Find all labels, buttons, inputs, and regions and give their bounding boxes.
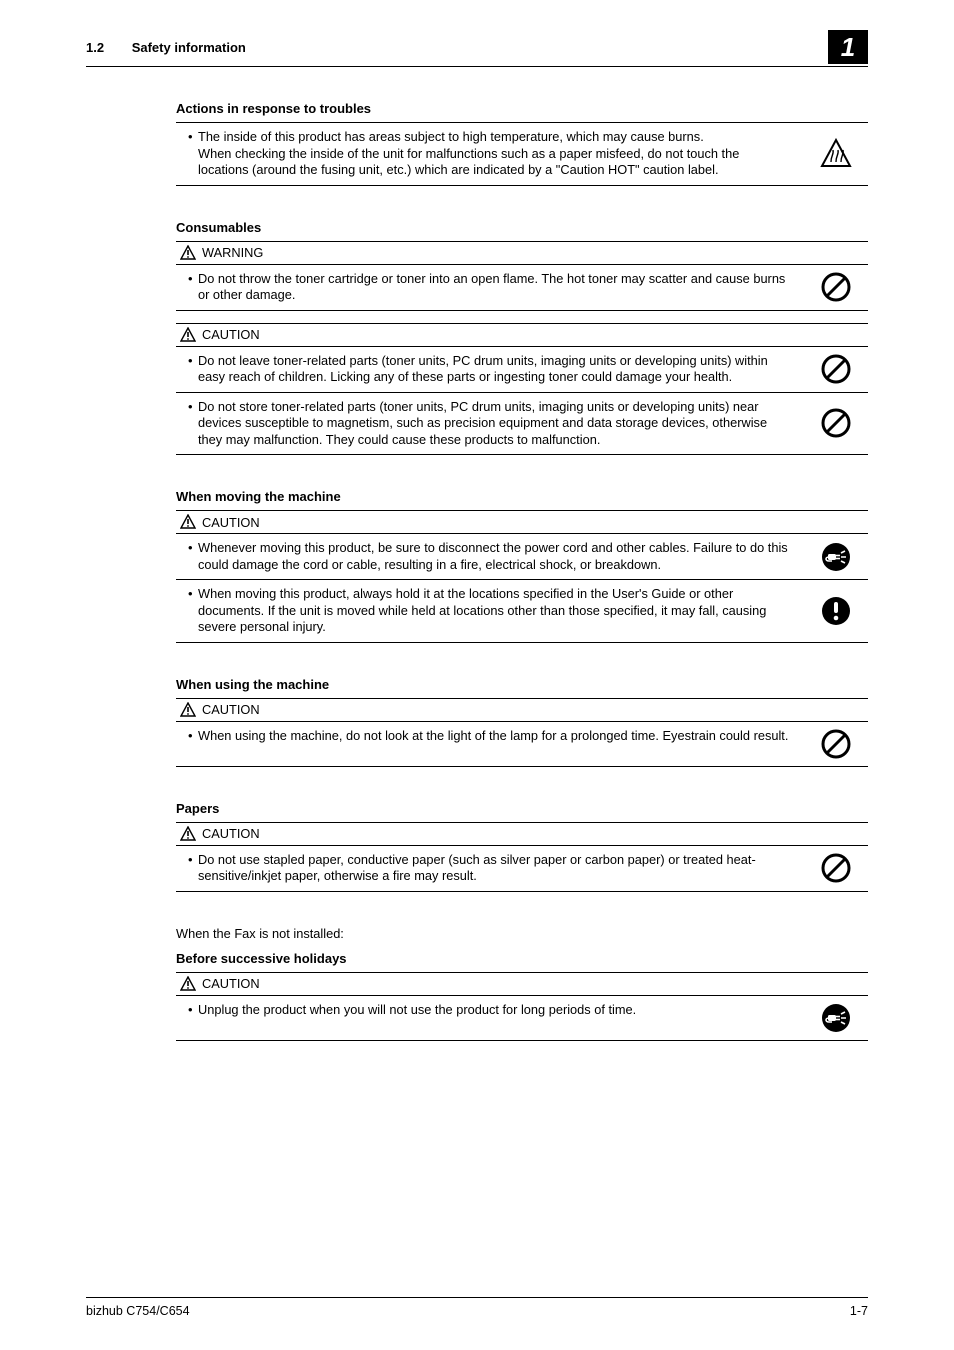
prohibit-icon <box>820 353 852 385</box>
alert-heading-text: CAUTION <box>202 702 260 717</box>
alert-heading: CAUTION <box>176 511 868 533</box>
alert-heading: CAUTION <box>176 823 868 845</box>
chapter-number: 1 <box>841 32 855 63</box>
block-title: Consumables <box>176 220 868 235</box>
safety-item: • Do not throw the toner cartridge or to… <box>176 265 868 311</box>
safety-icon-cell <box>804 353 868 386</box>
safety-icon-cell <box>804 271 868 304</box>
safety-item: • Do not leave toner-related parts (tone… <box>176 347 868 393</box>
safety-block: Before successive holidays CAUTION • Unp… <box>176 951 868 1041</box>
bullet-icon: • <box>180 271 198 304</box>
safety-item: • Whenever moving this product, be sure … <box>176 534 868 580</box>
alert-heading-text: CAUTION <box>202 327 260 342</box>
bullet-icon: • <box>180 540 198 573</box>
safety-item: • Unplug the product when you will not u… <box>176 996 868 1041</box>
safety-item-text: When using the machine, do not look at t… <box>198 728 804 760</box>
bullet-icon: • <box>180 586 198 636</box>
section-number: 1.2 <box>86 40 104 55</box>
safety-item: • The inside of this product has areas s… <box>176 123 868 186</box>
safety-item-text: Do not use stapled paper, conductive pap… <box>198 852 804 885</box>
unplug-icon <box>820 541 852 573</box>
safety-icon-cell <box>804 1002 868 1034</box>
footer-product: bizhub C754/C654 <box>86 1304 190 1318</box>
block-title: When moving the machine <box>176 489 868 504</box>
unplug-icon <box>820 1002 852 1034</box>
safety-item-text: Do not throw the toner cartridge or tone… <box>198 271 804 304</box>
safety-icon-cell <box>804 852 868 885</box>
bullet-icon: • <box>180 399 198 449</box>
section-title: Safety information <box>132 40 246 55</box>
alert-heading-text: CAUTION <box>202 826 260 841</box>
page: 1.2 Safety information 1 Actions in resp… <box>0 0 954 1350</box>
safety-item-text: Unplug the product when you will not use… <box>198 1002 804 1034</box>
when-fax-note: When the Fax is not installed: <box>176 926 868 941</box>
safety-item-text: Do not leave toner-related parts (toner … <box>198 353 804 386</box>
bullet-icon: • <box>180 353 198 386</box>
safety-icon-cell <box>804 129 868 179</box>
alert-heading-text: CAUTION <box>202 515 260 530</box>
block-title: Before successive holidays <box>176 951 868 966</box>
safety-item-text: When moving this product, always hold it… <box>198 586 804 636</box>
header-left: 1.2 Safety information <box>86 40 246 55</box>
warning-triangle-icon <box>180 514 196 530</box>
page-header: 1.2 Safety information 1 <box>86 30 868 64</box>
prohibit-icon <box>820 852 852 884</box>
safety-block: Consumables WARNING • Do not throw the t… <box>176 220 868 456</box>
mandatory-icon <box>820 595 852 627</box>
alert-heading-text: CAUTION <box>202 976 260 991</box>
safety-block: Papers CAUTION • Do not use stapled pape… <box>176 801 868 892</box>
content-area: Actions in response to troubles • The in… <box>176 101 868 1041</box>
safety-block: When moving the machine CAUTION • Whenev… <box>176 489 868 643</box>
safety-item: • When moving this product, always hold … <box>176 580 868 643</box>
prohibit-icon <box>820 728 852 760</box>
page-footer: bizhub C754/C654 1-7 <box>86 1297 868 1318</box>
warning-triangle-icon <box>180 976 196 992</box>
block-title: Actions in response to troubles <box>176 101 868 116</box>
alert-heading: CAUTION <box>176 324 868 346</box>
safety-icon-cell <box>804 586 868 636</box>
safety-icon-cell <box>804 728 868 760</box>
alert-heading-text: WARNING <box>202 245 263 260</box>
bullet-icon: • <box>180 129 198 179</box>
prohibit-icon <box>820 407 852 439</box>
block-title: Papers <box>176 801 868 816</box>
safety-item-text: The inside of this product has areas sub… <box>198 129 804 179</box>
bullet-icon: • <box>180 728 198 760</box>
alert-heading: CAUTION <box>176 973 868 995</box>
safety-item-text: Do not store toner-related parts (toner … <box>198 399 804 449</box>
safety-icon-cell <box>804 540 868 573</box>
safety-block: Actions in response to troubles • The in… <box>176 101 868 186</box>
bullet-icon: • <box>180 1002 198 1034</box>
bullet-icon: • <box>180 852 198 885</box>
warning-triangle-icon <box>180 327 196 343</box>
alert-heading: CAUTION <box>176 699 868 721</box>
warning-triangle-icon <box>180 702 196 718</box>
hot-icon <box>820 138 852 170</box>
safety-item: • Do not use stapled paper, conductive p… <box>176 846 868 892</box>
chapter-tab: 1 <box>828 30 868 64</box>
safety-item: • When using the machine, do not look at… <box>176 722 868 767</box>
safety-item-text: Whenever moving this product, be sure to… <box>198 540 804 573</box>
footer-pagenum: 1-7 <box>850 1304 868 1318</box>
safety-block: When using the machine CAUTION • When us… <box>176 677 868 767</box>
warning-triangle-icon <box>180 826 196 842</box>
header-rule <box>86 66 868 67</box>
alert-heading: WARNING <box>176 242 868 264</box>
safety-icon-cell <box>804 399 868 449</box>
prohibit-icon <box>820 271 852 303</box>
block-title: When using the machine <box>176 677 868 692</box>
safety-item: • Do not store toner-related parts (tone… <box>176 393 868 456</box>
warning-triangle-icon <box>180 245 196 261</box>
